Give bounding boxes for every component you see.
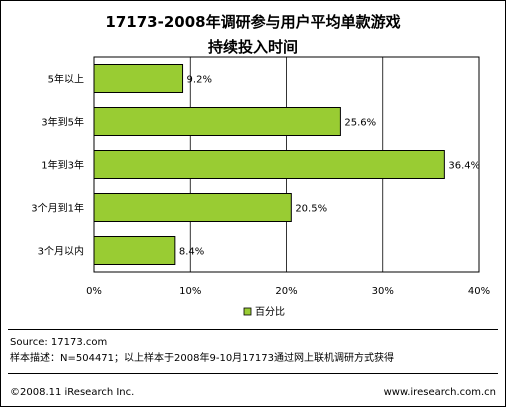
x-tick-label: 40% bbox=[468, 286, 490, 297]
value-labels: 9.2% 25.6% 36.4% 20.5% 8.4% bbox=[179, 75, 480, 258]
copyright-text: ©2008.11 iResearch Inc. bbox=[10, 387, 135, 398]
sample-description: 样本描述：N=504471；以上样本于2008年9-10月17173通过网上联机… bbox=[10, 353, 394, 364]
x-tick-label: 30% bbox=[372, 286, 394, 297]
legend: 百分比 bbox=[243, 306, 285, 318]
bar bbox=[93, 107, 341, 136]
value-label: 9.2% bbox=[187, 75, 212, 86]
category-label: 3年到5年 bbox=[41, 116, 84, 129]
bar bbox=[93, 236, 176, 265]
value-label: 36.4% bbox=[448, 161, 480, 172]
legend-swatch bbox=[243, 307, 252, 316]
category-label: 3个月到1年 bbox=[31, 202, 84, 215]
x-tick-label: 10% bbox=[179, 286, 201, 297]
legend-label: 百分比 bbox=[255, 306, 285, 318]
chart-title-line1: 17173-2008年调研参与用户平均单款游戏 bbox=[105, 13, 401, 31]
category-labels: 5年以上 3年到5年 1年到3年 3个月到1年 3个月以内 bbox=[31, 73, 84, 258]
x-tick-label: 20% bbox=[275, 286, 297, 297]
x-tick-labels: 0% 10% 20% 30% 40% bbox=[86, 286, 490, 297]
chart-title-line2: 持续投入时间 bbox=[207, 38, 298, 56]
footer-divider-top bbox=[8, 329, 498, 330]
value-label: 20.5% bbox=[295, 204, 327, 215]
website-link[interactable]: www.iresearch.com.cn bbox=[383, 387, 496, 398]
value-label: 8.4% bbox=[179, 247, 204, 258]
bar bbox=[93, 193, 292, 222]
source-text: Source: 17173.com bbox=[10, 337, 108, 348]
value-label: 25.6% bbox=[344, 118, 376, 129]
category-label: 1年到3年 bbox=[41, 159, 84, 172]
bars bbox=[93, 64, 445, 265]
bar bbox=[93, 150, 445, 179]
category-label: 5年以上 bbox=[48, 73, 84, 86]
category-label: 3个月以内 bbox=[38, 245, 84, 258]
x-tick-label: 0% bbox=[86, 286, 102, 297]
bar bbox=[93, 64, 184, 93]
footer-divider-bottom bbox=[8, 373, 498, 374]
